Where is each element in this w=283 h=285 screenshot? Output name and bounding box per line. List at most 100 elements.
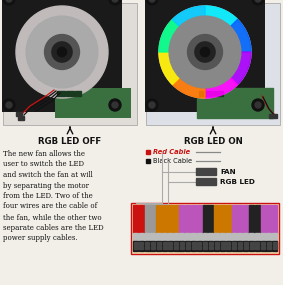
Bar bbox=[220, 242, 224, 245]
Circle shape bbox=[3, 0, 15, 5]
Bar bbox=[231, 233, 237, 240]
Bar bbox=[209, 242, 213, 245]
Bar bbox=[162, 241, 167, 251]
Bar bbox=[168, 205, 173, 233]
Bar bbox=[174, 242, 178, 245]
Bar bbox=[273, 246, 277, 249]
Bar bbox=[191, 205, 196, 233]
Bar bbox=[179, 233, 185, 240]
Bar bbox=[215, 242, 219, 245]
Bar bbox=[226, 246, 230, 249]
Bar bbox=[133, 205, 138, 233]
Text: RGB LED OFF: RGB LED OFF bbox=[38, 137, 102, 146]
Circle shape bbox=[149, 0, 155, 2]
Wedge shape bbox=[205, 6, 237, 27]
Bar bbox=[266, 241, 271, 251]
Bar bbox=[273, 242, 277, 245]
Bar bbox=[232, 242, 236, 245]
Bar bbox=[196, 168, 216, 175]
Bar bbox=[255, 205, 260, 233]
Circle shape bbox=[3, 99, 15, 111]
Text: user to switch the LED: user to switch the LED bbox=[3, 160, 84, 168]
Bar bbox=[75, 91, 81, 96]
Bar bbox=[226, 242, 230, 245]
Bar bbox=[255, 241, 260, 251]
Bar bbox=[203, 246, 207, 249]
Bar bbox=[197, 246, 201, 249]
Bar bbox=[57, 91, 65, 96]
Bar bbox=[146, 3, 280, 125]
Bar bbox=[208, 233, 213, 240]
Circle shape bbox=[169, 16, 241, 88]
Text: and switch the fan at will: and switch the fan at will bbox=[3, 171, 93, 179]
Bar bbox=[168, 233, 173, 240]
Bar bbox=[186, 246, 190, 249]
Text: FAN: FAN bbox=[220, 169, 236, 175]
Bar bbox=[226, 233, 231, 240]
Bar bbox=[250, 246, 254, 249]
Text: from the LED. Two of the: from the LED. Two of the bbox=[3, 192, 93, 200]
Bar bbox=[244, 246, 248, 249]
Bar bbox=[3, 3, 137, 125]
Text: The new fan allows the: The new fan allows the bbox=[3, 150, 85, 158]
Bar bbox=[237, 241, 243, 251]
Bar bbox=[150, 205, 155, 233]
Bar bbox=[157, 242, 161, 245]
Bar bbox=[139, 246, 143, 249]
Bar bbox=[255, 246, 259, 249]
Bar bbox=[243, 205, 248, 233]
Bar bbox=[197, 242, 201, 245]
Text: separate cables are the LED: separate cables are the LED bbox=[3, 223, 104, 231]
Bar bbox=[203, 205, 208, 233]
Bar bbox=[272, 233, 277, 240]
Circle shape bbox=[112, 0, 118, 2]
Bar bbox=[16, 112, 22, 116]
Circle shape bbox=[6, 0, 12, 2]
Circle shape bbox=[195, 42, 215, 62]
Bar bbox=[261, 241, 266, 251]
Text: by separating the motor: by separating the motor bbox=[3, 182, 89, 190]
Bar bbox=[145, 241, 150, 251]
Bar bbox=[150, 233, 155, 240]
Text: four wires are the cable of: four wires are the cable of bbox=[3, 203, 97, 211]
Bar bbox=[203, 233, 208, 240]
Bar bbox=[173, 233, 179, 240]
Bar bbox=[156, 205, 161, 233]
Bar bbox=[192, 242, 196, 245]
Bar bbox=[261, 233, 266, 240]
Bar bbox=[139, 242, 143, 245]
Bar bbox=[179, 205, 185, 233]
Bar bbox=[179, 241, 185, 251]
Bar bbox=[208, 91, 216, 96]
Bar bbox=[134, 246, 138, 249]
Bar bbox=[145, 246, 149, 249]
Text: RGB LED ON: RGB LED ON bbox=[184, 137, 242, 146]
Wedge shape bbox=[159, 52, 180, 85]
Circle shape bbox=[255, 102, 261, 108]
Circle shape bbox=[146, 0, 158, 5]
Bar bbox=[66, 91, 74, 96]
Bar bbox=[243, 241, 248, 251]
Text: the fan, while the other two: the fan, while the other two bbox=[3, 213, 102, 221]
Bar bbox=[220, 241, 225, 251]
Circle shape bbox=[112, 102, 118, 108]
Bar bbox=[209, 246, 213, 249]
Wedge shape bbox=[205, 77, 237, 98]
Bar bbox=[192, 246, 196, 249]
Bar bbox=[214, 241, 219, 251]
Bar bbox=[272, 205, 277, 233]
Circle shape bbox=[52, 42, 72, 62]
Bar bbox=[162, 246, 166, 249]
Text: Black Cable: Black Cable bbox=[153, 158, 192, 164]
Bar bbox=[180, 246, 184, 249]
Bar bbox=[162, 233, 167, 240]
Bar bbox=[151, 246, 155, 249]
Wedge shape bbox=[172, 77, 205, 98]
Wedge shape bbox=[159, 19, 180, 52]
Bar bbox=[266, 205, 271, 233]
Bar bbox=[156, 233, 161, 240]
Bar bbox=[249, 205, 254, 233]
Bar bbox=[244, 242, 248, 245]
Bar bbox=[214, 205, 219, 233]
Bar bbox=[243, 233, 248, 240]
